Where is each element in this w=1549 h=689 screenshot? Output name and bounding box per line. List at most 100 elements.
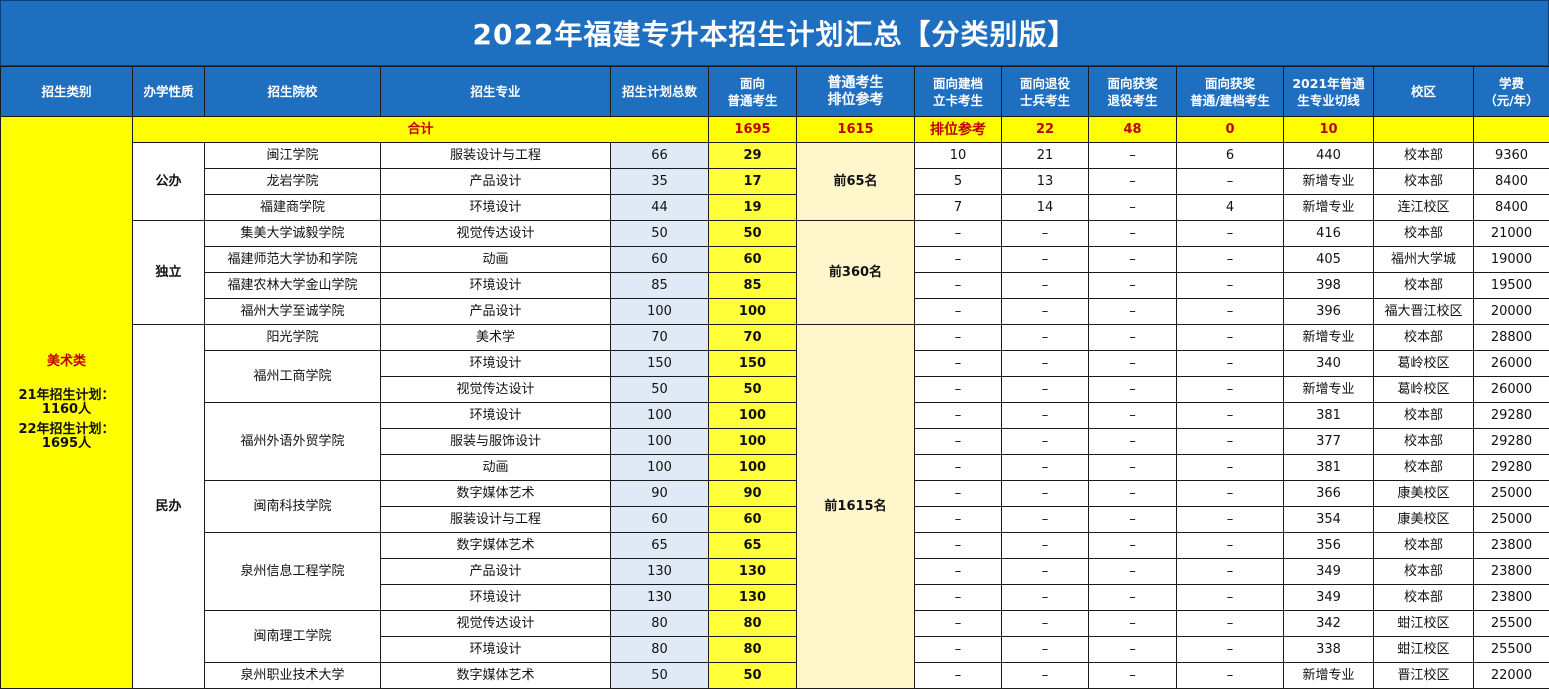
major-cell: 环境设计 bbox=[380, 584, 611, 611]
fee-cell: 29280 bbox=[1473, 428, 1549, 455]
card-cell: – bbox=[914, 298, 1002, 325]
table-row: 福建商学院 环境设计 44 19 7 14–4 新增专业 连江校区 8400 bbox=[1, 194, 1549, 221]
major-cell: 动画 bbox=[380, 454, 611, 481]
campus-cell: 校本部 bbox=[1373, 584, 1474, 611]
award-veteran-cell: – bbox=[1088, 142, 1177, 169]
award-general-cell: – bbox=[1176, 168, 1284, 195]
veteran-cell: – bbox=[1001, 402, 1089, 429]
general-cell: 19 bbox=[708, 194, 797, 221]
header-award-general: 面向获奖 普通/建档考生 bbox=[1176, 66, 1284, 117]
school-cell: 福州大学至诚学院 bbox=[204, 298, 381, 325]
award-general-cell: – bbox=[1176, 350, 1284, 377]
plan-total-cell: 100 bbox=[610, 298, 709, 325]
campus-cell: 校本部 bbox=[1373, 272, 1474, 299]
campus-cell: 葛岭校区 bbox=[1373, 376, 1474, 403]
cutoff-cell: 381 bbox=[1283, 454, 1374, 481]
header-rank: 普通考生 排位参考 bbox=[796, 66, 915, 117]
veteran-cell: – bbox=[1001, 506, 1089, 533]
nature-cell: 独立 bbox=[132, 220, 205, 325]
general-cell: 80 bbox=[708, 610, 797, 637]
award-veteran-cell: – bbox=[1088, 480, 1177, 507]
campus-cell: 晋江校区 bbox=[1373, 662, 1474, 689]
plan-total-cell: 65 bbox=[610, 532, 709, 559]
plan-total-cell: 130 bbox=[610, 558, 709, 585]
campus-cell: 校本部 bbox=[1373, 220, 1474, 247]
cutoff-cell: 377 bbox=[1283, 428, 1374, 455]
award-veteran-cell: – bbox=[1088, 324, 1177, 351]
cutoff-cell: 338 bbox=[1283, 636, 1374, 663]
award-veteran-cell: – bbox=[1088, 246, 1177, 273]
major-cell: 环境设计 bbox=[380, 194, 611, 221]
major-cell: 产品设计 bbox=[380, 168, 611, 195]
veteran-cell: – bbox=[1001, 376, 1089, 403]
total-rank: 排位参考 bbox=[914, 116, 1002, 143]
card-cell: – bbox=[914, 272, 1002, 299]
page-title: 2022年福建专升本招生计划汇总【分类别版】 bbox=[0, 0, 1549, 66]
fee-cell: 23800 bbox=[1473, 558, 1549, 585]
cutoff-cell: 356 bbox=[1283, 532, 1374, 559]
school-cell: 阳光学院 bbox=[204, 324, 381, 351]
fee-cell: 26000 bbox=[1473, 376, 1549, 403]
plan-total-cell: 50 bbox=[610, 220, 709, 247]
award-general-cell: 4 bbox=[1176, 194, 1284, 221]
cutoff-cell: 405 bbox=[1283, 246, 1374, 273]
table-row: 福州工商学院 环境设计 150 150– – – –340 葛岭校区 26000 bbox=[1, 350, 1549, 403]
veteran-cell: – bbox=[1001, 428, 1089, 455]
general-cell: 100 bbox=[708, 428, 797, 455]
school-cell: 闽江学院 bbox=[204, 142, 381, 169]
total-general: 1615 bbox=[796, 116, 915, 143]
campus-cell: 校本部 bbox=[1373, 454, 1474, 481]
fee-cell: 23800 bbox=[1473, 584, 1549, 611]
major-cell: 动画 bbox=[380, 246, 611, 273]
award-general-cell: – bbox=[1176, 428, 1284, 455]
cutoff-cell: 349 bbox=[1283, 584, 1374, 611]
award-general-cell: – bbox=[1176, 272, 1284, 299]
card-cell: 7 bbox=[914, 194, 1002, 221]
major-cell: 产品设计 bbox=[380, 298, 611, 325]
general-cell: 50 bbox=[708, 376, 797, 403]
admission-table: 招生类别 办学性质 招生院校 招生专业 招生计划总数 面向 普通考生 普通考生 排位… bbox=[0, 66, 1549, 689]
cutoff-cell: 440 bbox=[1283, 142, 1374, 169]
major-cell: 美术学 bbox=[380, 324, 611, 351]
veteran-cell: – bbox=[1001, 298, 1089, 325]
major-cell: 视觉传达设计 bbox=[380, 220, 611, 247]
school-cell: 泉州信息工程学院 bbox=[204, 532, 381, 611]
general-cell: 29 bbox=[708, 142, 797, 169]
nature-cell: 公办 bbox=[132, 142, 205, 221]
total-label: 合计 bbox=[132, 116, 709, 143]
card-cell: 5 bbox=[914, 168, 1002, 195]
veteran-cell: – bbox=[1001, 246, 1089, 273]
fee-cell: 19500 bbox=[1473, 272, 1549, 299]
major-cell: 服装设计与工程 bbox=[380, 506, 611, 533]
award-general-cell: – bbox=[1176, 376, 1284, 403]
veteran-cell: – bbox=[1001, 636, 1089, 663]
fee-cell: 29280 bbox=[1473, 402, 1549, 429]
table-row: 福建农林大学金山学院 环境设计 85 85– – – –398 校本部 19500 bbox=[1, 272, 1549, 299]
cutoff-cell: 新增专业 bbox=[1283, 376, 1374, 403]
campus-cell: 蚶江校区 bbox=[1373, 610, 1474, 637]
award-general-cell: 6 bbox=[1176, 142, 1284, 169]
award-veteran-cell: – bbox=[1088, 532, 1177, 559]
campus-cell: 校本部 bbox=[1373, 402, 1474, 429]
header-major: 招生专业 bbox=[380, 66, 611, 117]
nature-cell: 民办 bbox=[132, 324, 205, 689]
table-row: 泉州信息工程学院 数字媒体艺术 65 65– – – –356 校本部 23800 bbox=[1, 532, 1549, 611]
award-veteran-cell: – bbox=[1088, 610, 1177, 637]
card-cell: – bbox=[914, 402, 1002, 429]
card-cell: – bbox=[914, 532, 1002, 559]
header-fee: 学费 （元/年） bbox=[1473, 66, 1549, 117]
plan-total-cell: 80 bbox=[610, 610, 709, 637]
total-row: 美术类 21年招生计划：1160人 22年招生计划：1695人 合计 1695 … bbox=[0, 116, 1549, 689]
cutoff-cell: 新增专业 bbox=[1283, 168, 1374, 195]
total-veteran: 48 bbox=[1088, 116, 1177, 143]
award-general-cell: – bbox=[1176, 480, 1284, 507]
cutoff-cell: 354 bbox=[1283, 506, 1374, 533]
award-general-cell: – bbox=[1176, 636, 1284, 663]
cutoff-cell: 新增专业 bbox=[1283, 662, 1374, 689]
award-general-cell: – bbox=[1176, 584, 1284, 611]
header-nature: 办学性质 bbox=[132, 66, 205, 117]
header-plan-total: 招生计划总数 bbox=[610, 66, 709, 117]
award-veteran-cell: – bbox=[1088, 428, 1177, 455]
card-cell: – bbox=[914, 350, 1002, 377]
school-cell: 福州工商学院 bbox=[204, 350, 381, 403]
